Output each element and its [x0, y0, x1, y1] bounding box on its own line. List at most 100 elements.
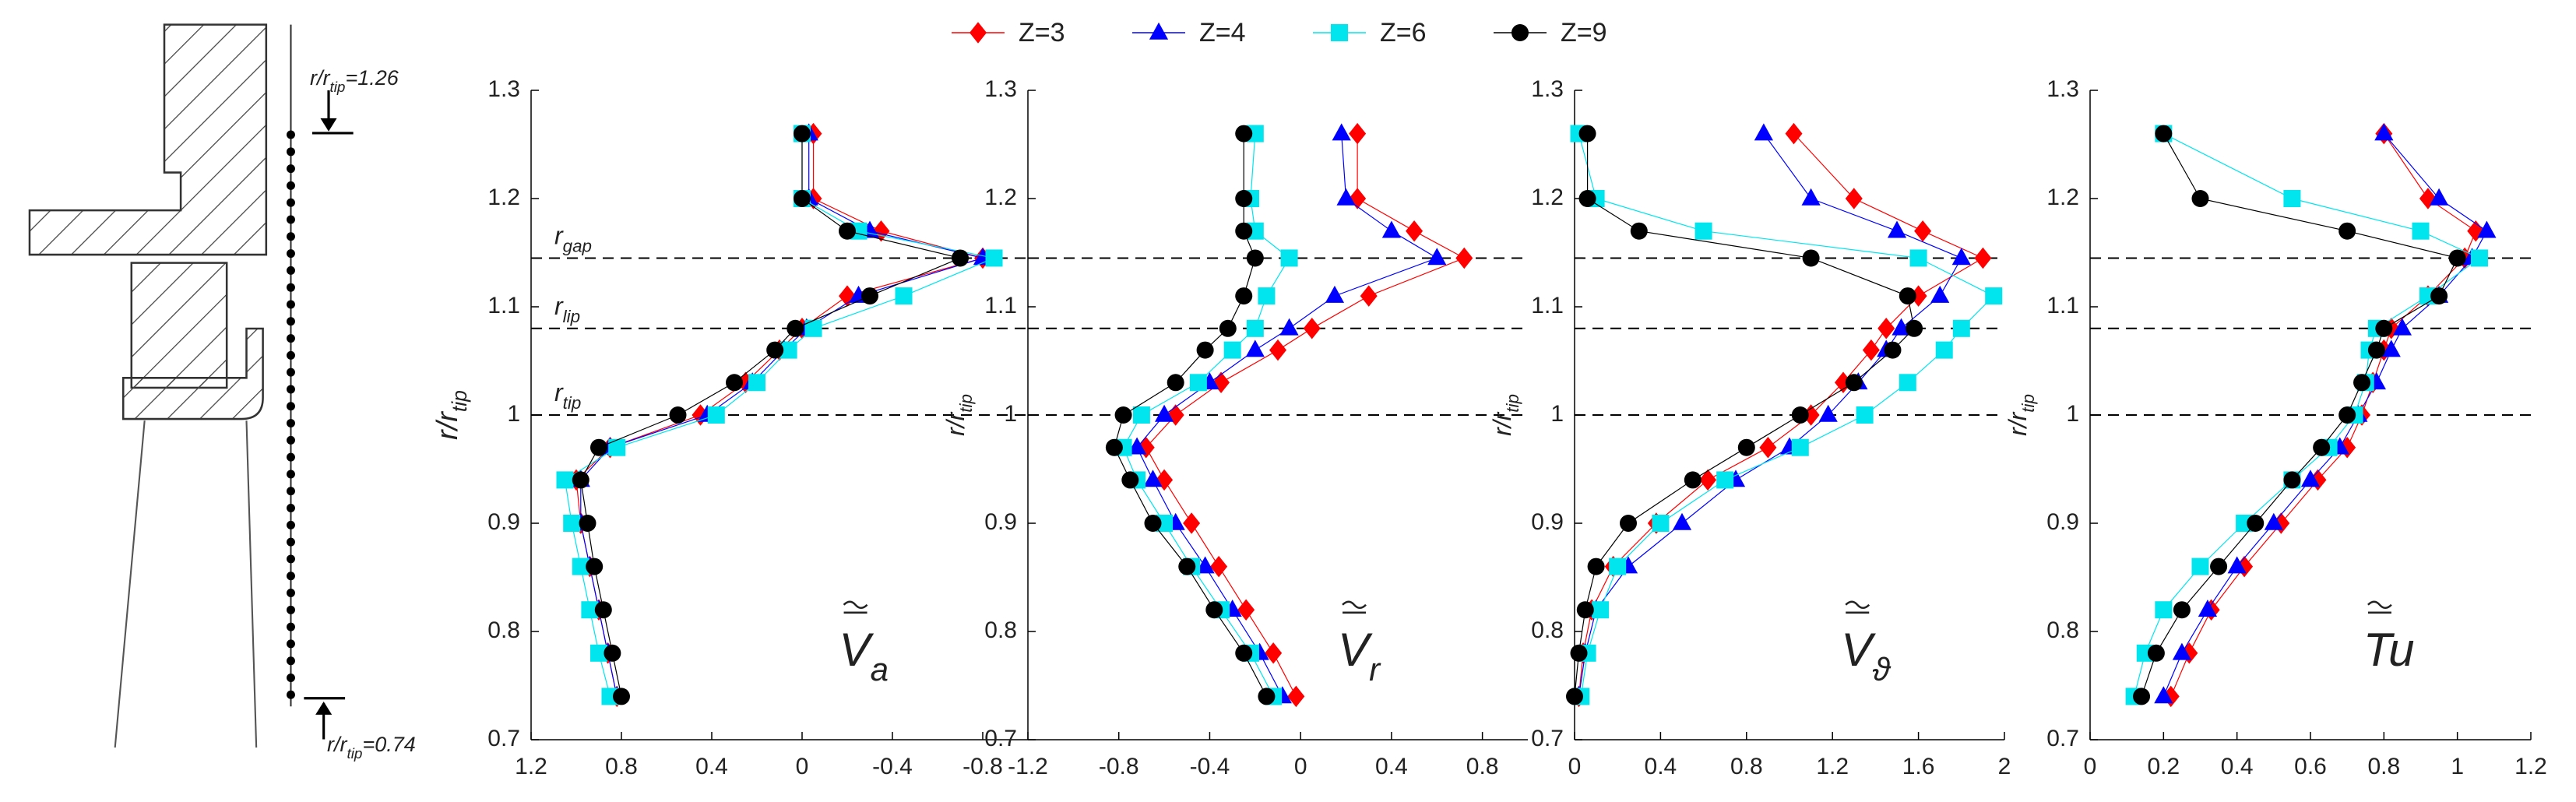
data-point	[1381, 220, 1402, 238]
data-point	[594, 601, 612, 619]
data-point	[1143, 470, 1163, 487]
probe-dot	[286, 215, 295, 224]
probe-dot	[286, 350, 295, 360]
data-point	[2191, 190, 2209, 207]
data-point	[608, 438, 626, 456]
blade-edge	[114, 420, 146, 748]
probe-dot	[286, 130, 295, 139]
y-tick-label: 0.8	[487, 617, 520, 643]
data-point	[572, 558, 589, 575]
x-tick-label: -0.4	[1190, 754, 1230, 779]
panel: 0.7 0.8 0.9 1 1.1 1.2 1.3 0 0.4 0.8 1.2 1.6 2	[1531, 76, 2011, 779]
data-point	[1684, 471, 1701, 489]
series-line	[1145, 133, 1466, 697]
legend-marker	[1511, 24, 1529, 41]
probe-dot	[286, 487, 295, 496]
data-point	[1196, 341, 1214, 359]
legend-label: Z=9	[1561, 18, 1607, 47]
x-tick-label: -1.2	[1008, 754, 1048, 779]
data-point	[1235, 190, 1253, 207]
data-point	[590, 438, 607, 456]
y-axis-label-part: r/r	[941, 411, 970, 436]
schematic	[28, 23, 354, 748]
series-line	[1122, 133, 1290, 697]
data-point	[839, 222, 856, 240]
x-tick-label: 1	[2451, 754, 2464, 779]
data-point	[794, 190, 811, 207]
data-point	[1737, 438, 1755, 456]
data-point	[2412, 222, 2430, 240]
data-point	[1235, 644, 1253, 662]
data-point	[1427, 248, 1447, 266]
data-point	[1578, 125, 1596, 142]
x-tick-label: -0.8	[1099, 754, 1139, 779]
probe-dot	[286, 470, 295, 479]
data-point	[1592, 601, 1610, 619]
data-point	[1952, 319, 1970, 337]
panel: 0.7 0.8 0.9 1 1.1 1.2 1.3 1.2 0.8 0.4 0 -0.4 -0.8	[487, 76, 1028, 779]
data-point	[1906, 319, 1923, 337]
y-tick-label: 1	[507, 401, 520, 427]
y-tick-label: 0.8	[2046, 617, 2079, 643]
panel-label-part: Tu	[2363, 624, 2415, 676]
data-point	[1620, 515, 1637, 532]
data-point	[1235, 287, 1253, 305]
data-point	[1716, 471, 1734, 489]
data-point	[1630, 222, 1648, 240]
x-tick-label: -0.8	[962, 754, 1003, 779]
blade-edge	[245, 420, 258, 748]
y-axis-label: r/rtip	[2004, 394, 2038, 436]
data-point	[1167, 374, 1184, 392]
y-axis-label: r/rtip	[941, 394, 976, 436]
data-point	[1121, 471, 1139, 489]
data-point	[581, 601, 599, 619]
series-line	[580, 133, 962, 697]
data-point	[1672, 512, 1692, 530]
data-point	[1455, 247, 1473, 269]
legend-marker	[970, 22, 987, 44]
data-point	[1105, 438, 1123, 456]
data-point	[1246, 319, 1264, 337]
panel-label-part: a	[871, 650, 889, 687]
data-point	[2172, 642, 2192, 660]
data-point	[2338, 222, 2356, 240]
data-point	[1899, 374, 1916, 392]
data-point	[1303, 318, 1321, 339]
x-tick-label: 0.8	[1730, 754, 1763, 779]
data-point	[2155, 601, 2173, 619]
reference-label-part: gap	[563, 237, 592, 256]
data-point	[779, 341, 797, 359]
data-point	[1279, 318, 1299, 336]
data-point	[1219, 319, 1237, 337]
y-tick-label: 1.3	[2046, 76, 2079, 102]
y-tick-label: 1	[2066, 401, 2079, 427]
y-tick-label: 0.8	[984, 617, 1017, 643]
data-point	[1189, 374, 1207, 392]
probe-dot	[286, 504, 295, 513]
schematic-label-part: =1.26	[345, 66, 399, 90]
panel-label-part: ϑ	[1872, 650, 1892, 687]
y-axis-label-part: r/r	[431, 411, 464, 440]
probe-dot	[286, 622, 295, 631]
probe-dot	[286, 266, 295, 275]
data-point	[2283, 190, 2301, 207]
reference-label-part: r	[554, 222, 564, 250]
data-point	[1258, 287, 1276, 305]
label-accent	[843, 600, 868, 614]
probe-dot	[286, 605, 295, 614]
y-axis-label-part: tip	[448, 390, 471, 412]
data-point	[1914, 220, 1932, 242]
data-point	[2227, 556, 2247, 574]
data-point	[2300, 470, 2321, 487]
probe-dot	[286, 249, 295, 259]
y-tick-label: 1	[1004, 401, 1017, 427]
y-tick-label: 0.7	[487, 726, 520, 751]
data-point	[1951, 248, 1971, 266]
data-point	[1245, 339, 1265, 357]
arrow-head	[315, 701, 333, 715]
data-point	[2173, 601, 2191, 619]
data-point	[1862, 339, 1880, 361]
data-point	[1845, 374, 1863, 392]
data-point	[2392, 318, 2412, 336]
y-tick-label: 1.1	[2046, 293, 2079, 318]
